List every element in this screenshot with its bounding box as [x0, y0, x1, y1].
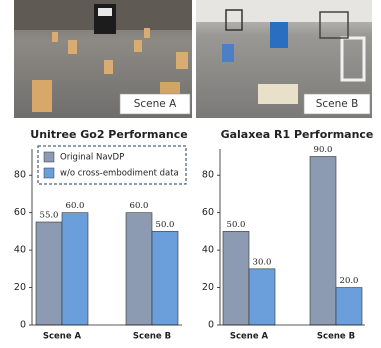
legend-swatch: [43, 167, 55, 179]
scene-caption: Scene A: [134, 98, 177, 110]
chart-title: Galaxea R1 Performance: [221, 128, 374, 141]
value-label: 55.0: [40, 211, 59, 221]
scene-a-photo: Scene A: [14, 0, 192, 118]
y-tick-label: 40: [14, 245, 26, 256]
scene-b-photo: Scene B: [196, 0, 372, 118]
bar: [335, 287, 363, 326]
legend-box: [37, 145, 187, 185]
chart-title: Unitree Go2 Performance: [30, 128, 187, 141]
bar: [248, 268, 276, 326]
y-tick-label: 80: [202, 170, 214, 181]
bar: [35, 221, 63, 326]
value-label: 60.0: [130, 201, 149, 211]
bar: [61, 212, 89, 326]
y-tick-label: 40: [202, 245, 214, 256]
bar: [222, 231, 250, 326]
y-tick-label: 60: [14, 207, 26, 218]
y-tick-label: 20: [202, 282, 214, 293]
y-tick-label: 0: [208, 320, 214, 331]
value-label: 50.0: [227, 220, 246, 230]
value-label: 50.0: [156, 220, 175, 230]
legend-label: Original NavDP: [60, 153, 124, 163]
legend-label: w/o cross-embodiment data: [60, 169, 179, 179]
x-tick-label: Scene A: [43, 332, 82, 342]
bar: [125, 212, 153, 326]
y-tick-label: 20: [14, 282, 26, 293]
x-tick-label: Scene A: [230, 332, 269, 342]
y-tick-label: 0: [20, 320, 26, 331]
value-label: 20.0: [340, 276, 359, 286]
value-label: 90.0: [314, 145, 333, 155]
scene-caption: Scene B: [316, 98, 359, 110]
y-tick-label: 80: [14, 170, 26, 181]
bar: [309, 156, 337, 326]
legend-swatch: [43, 151, 55, 163]
y-tick-label: 60: [202, 207, 214, 218]
x-tick-label: Scene B: [133, 332, 171, 342]
value-label: 30.0: [253, 257, 272, 267]
x-tick-label: Scene B: [317, 332, 355, 342]
bar: [151, 231, 179, 326]
value-label: 60.0: [66, 201, 85, 211]
